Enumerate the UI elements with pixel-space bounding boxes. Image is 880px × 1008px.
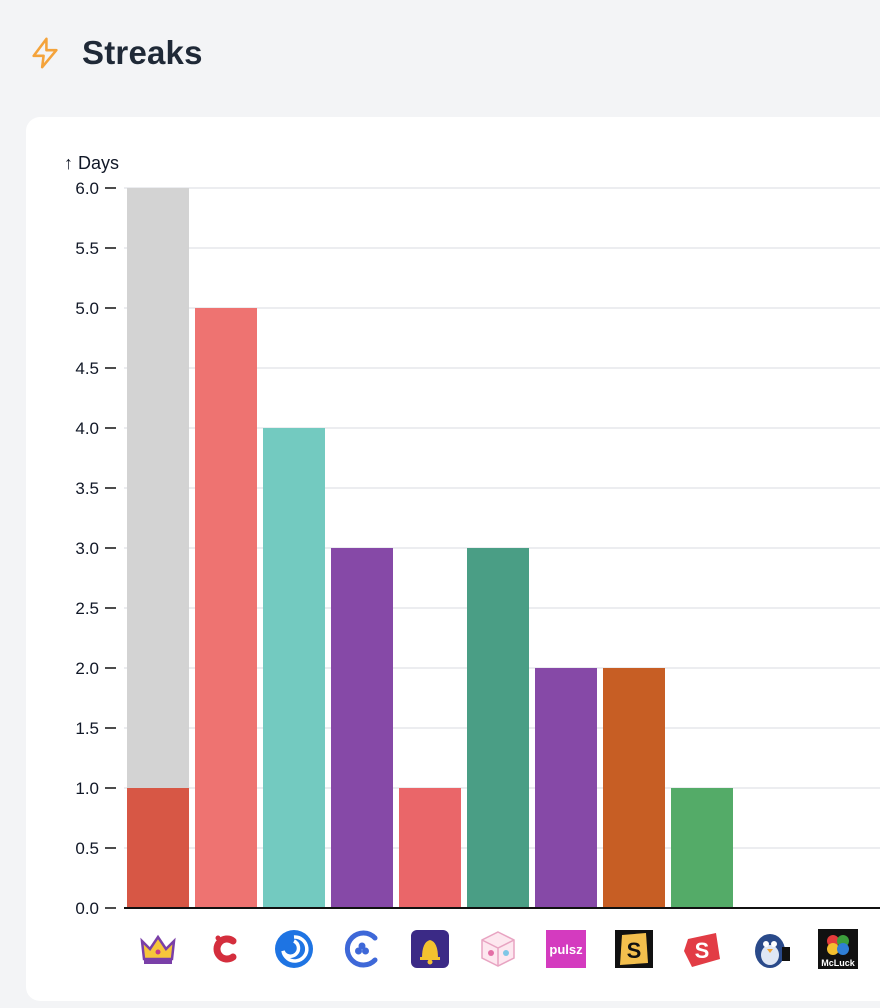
y-tick-label: 5.5 [75,239,99,258]
pulsz-text-icon: pulsz [546,930,586,968]
bar-streak [399,788,461,908]
y-tick-label: 1.0 [75,779,99,798]
page-title: Streaks [82,34,203,71]
y-tick-label: 3.0 [75,539,99,558]
bar-streak [263,428,325,908]
streaks-chart-card: 0.0 0.5 1.0 1.5 2.0 2.5 3.0 3.5 4.0 4.5 5.0 5.5 6.0 … [26,117,880,1001]
y-tick-label: 0.5 [75,839,99,858]
chart-bars [127,188,733,908]
y-axis: 0.0 0.5 1.0 1.5 2.0 2.5 3.0 3.5 4.0 4.5 5.0 5.5 6.0 [75,179,116,918]
lightning-icon [32,37,58,69]
bar-streak [671,788,733,908]
y-tick-label: 6.0 [75,179,99,198]
crown-icon [140,934,176,964]
penguin-icon [755,934,790,968]
y-tick-label: 5.0 [75,299,99,318]
y-tick-label: 2.0 [75,659,99,678]
y-tick-label: 3.5 [75,479,99,498]
bar-streak [331,548,393,908]
page-header: Streaks [28,30,203,76]
mcluck-icon-text: McLuck [821,958,856,968]
swirl-icon [275,930,313,968]
y-tick-label: 2.5 [75,599,99,618]
s-splash-icon: S [684,933,720,967]
bar-streak [467,548,529,908]
bar-streak [127,788,189,908]
club-c-icon [344,930,378,968]
dice-icon [481,931,515,967]
pulsz-icon-text: pulsz [549,942,583,957]
bar-streak [195,308,257,908]
y-tick-label: 4.5 [75,359,99,378]
bell-icon [411,930,449,968]
clover-icon: McLuck [818,929,858,969]
y-axis-label: ↑ Days [64,153,119,173]
y-tick-label: 0.0 [75,899,99,918]
bar-streak [535,668,597,908]
y-tick-label: 4.0 [75,419,99,438]
s-badge-icon: S [615,930,653,968]
bar-remaining [127,188,189,788]
x-axis-category-icons: pulsz S S McLuck [140,929,858,969]
y-tick-label: 1.5 [75,719,99,738]
s-splash-letter: S [695,938,710,963]
bar-streak [603,668,665,908]
streaks-bar-chart: 0.00.51.01.52.02.53.03.54.04.55.05.56.0 … [64,153,880,969]
s-badge-letter: S [627,938,642,963]
c-logo-icon [213,935,237,963]
